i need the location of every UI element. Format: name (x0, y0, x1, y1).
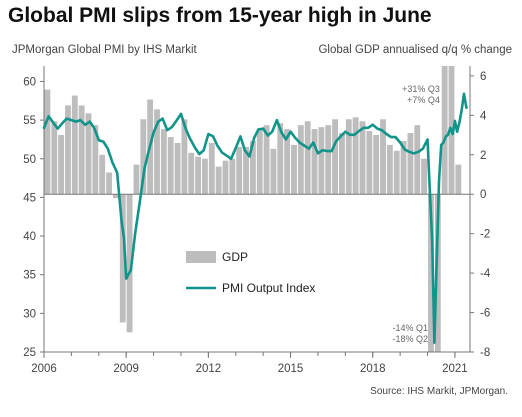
x-tick-label: 2012 (196, 363, 222, 375)
left-tick-label: 35 (23, 270, 36, 282)
gdp-bars (44, 66, 462, 352)
gdp-bar (58, 135, 65, 195)
gdp-bar (51, 121, 58, 195)
pmi-line-group (42, 92, 468, 345)
gdp-bar (345, 119, 352, 195)
gdp-bar (243, 146, 249, 195)
gdp-bar (154, 109, 160, 195)
gdp-bar (455, 164, 462, 195)
gdp-bar (85, 113, 92, 195)
gdp-bar (366, 131, 373, 195)
gdp-bar (195, 156, 202, 195)
gdp-bar (277, 123, 284, 195)
gdp-bar (393, 150, 400, 195)
gdp-bar (208, 142, 215, 195)
gdp-bar (318, 127, 325, 195)
gdp-bar (380, 119, 386, 195)
left-tick-label: 60 (23, 76, 36, 88)
gdp-bar (222, 160, 229, 195)
gdp-bar (160, 129, 167, 195)
gdp-bar (359, 121, 366, 195)
gdp-bar (270, 148, 277, 195)
right-tick-label: 6 (480, 71, 486, 83)
gdp-bar-annotation: -14% Q1 (393, 323, 429, 333)
x-tick-label: 2018 (360, 363, 386, 375)
right-tick-label: 4 (480, 110, 487, 122)
legend-pmi-label: PMI Output Index (222, 281, 315, 295)
chart-legend: GDP PMI Output Index (186, 250, 315, 295)
gdp-bar (71, 95, 78, 195)
chart-title: Global PMI slips from 15-year high in Ju… (8, 4, 432, 27)
gdp-bar (92, 125, 99, 195)
source-note: Source: IHS Markit, JPMorgan. (370, 386, 508, 397)
gdp-bar (386, 144, 393, 195)
gdp-bar (373, 135, 380, 195)
gdp-bar (140, 119, 147, 195)
gdp-bar (332, 119, 338, 195)
gdp-bar (119, 194, 126, 323)
gdp-bar (112, 194, 119, 199)
left-tick-label: 45 (23, 192, 36, 204)
left-tick-label: 55 (23, 115, 36, 127)
legend-gdp-label: GDP (222, 250, 248, 264)
gdp-bar (78, 105, 85, 195)
gdp-bar (256, 129, 263, 195)
gdp-bar (339, 133, 345, 195)
right-tick-label: -6 (480, 308, 490, 320)
bar-annotations: +31% Q3+7% Q4 -14% Q1-18% Q2 (393, 84, 440, 344)
gdp-bar (174, 142, 181, 195)
gdp-bar (325, 125, 332, 195)
gdp-bar (167, 137, 174, 195)
chart-axes: 25 30 35 40 45 50 55 60 -8 -6 -4 -2 0 2 4 6 2006 2009 2012… (23, 66, 491, 375)
gdp-bar (126, 194, 133, 333)
x-tick-label: 2015 (278, 363, 304, 375)
gdp-bar (44, 89, 51, 195)
x-tick-label: 2009 (113, 363, 139, 375)
gdp-bar (414, 125, 421, 195)
gdp-bar (352, 117, 359, 195)
left-axis-caption: JPMorgan Global PMI by IHS Markit (12, 44, 197, 56)
left-tick-label: 50 (23, 154, 36, 166)
legend-gdp-swatch (186, 251, 216, 263)
gdp-bar (428, 194, 434, 352)
gdp-bar (106, 172, 112, 195)
left-tick-label: 30 (23, 308, 36, 320)
gdp-bar (297, 125, 304, 195)
right-tick-label: -2 (480, 229, 490, 241)
right-tick-label: -4 (480, 268, 491, 280)
gdp-bar (202, 158, 208, 195)
gdp-bar-annotation: +31% Q3 (402, 84, 440, 94)
gdp-bar (434, 194, 441, 352)
x-tick-label: 2021 (442, 363, 468, 375)
x-tick-label: 2006 (31, 363, 57, 375)
gdp-bar (133, 164, 140, 195)
gdp-bar (304, 121, 311, 195)
right-axis-caption: Global GDP annualised q/q % change (318, 44, 512, 56)
gdp-bar (263, 125, 270, 195)
right-tick-label: -8 (480, 347, 490, 359)
gdp-bar (229, 158, 236, 195)
left-tick-label: 40 (23, 231, 36, 243)
right-tick-label: 2 (480, 150, 486, 162)
gdp-bar (99, 154, 106, 195)
gdp-bar (311, 129, 318, 195)
gdp-bar-annotation: +7% Q4 (407, 95, 440, 105)
gdp-bar (188, 152, 195, 195)
gdp-bar (400, 140, 407, 195)
left-tick-label: 25 (23, 347, 36, 359)
gdp-bar (441, 66, 448, 195)
gdp-bar (215, 166, 222, 195)
gdp-bar (284, 129, 291, 195)
gdp-bar (291, 144, 297, 195)
pmi-output-line (42, 92, 468, 345)
gdp-bar (236, 146, 243, 195)
gdp-bar (181, 119, 188, 195)
gdp-bar (249, 140, 256, 195)
gdp-bar-annotation: -18% Q2 (393, 334, 429, 344)
right-tick-label: 0 (480, 189, 486, 201)
gdp-bar (421, 158, 428, 195)
gdp-bar (407, 133, 414, 195)
gdp-bar (65, 105, 71, 195)
